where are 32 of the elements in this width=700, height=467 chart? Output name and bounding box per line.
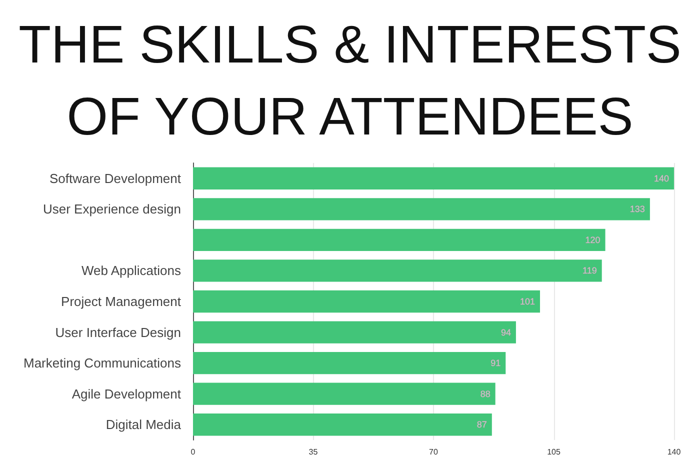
bar (193, 260, 602, 282)
data-label: 101 (520, 296, 536, 306)
data-label: 133 (630, 204, 645, 214)
x-tick-label: 35 (308, 448, 318, 456)
bar (193, 352, 506, 374)
bar (193, 321, 516, 344)
y-tick-label: User Interface Design (55, 324, 181, 340)
bar (193, 198, 650, 220)
data-label: 140 (654, 173, 669, 184)
y-tick-label: Project Management (61, 294, 182, 309)
data-label: 87 (476, 420, 487, 430)
data-label: 88 (480, 388, 490, 399)
chart-title: THE SKILLS & INTERESTS OF YOUR ATTENDEES (18, 16, 682, 146)
y-tick-label: User Experience design (42, 202, 181, 217)
x-tick-label: 140 (667, 448, 682, 456)
y-tick-label: Agile Development (72, 386, 182, 402)
data-label: 91 (490, 358, 501, 368)
x-tick-label: 0 (190, 448, 196, 456)
data-label: 120 (585, 234, 600, 245)
data-label: 94 (500, 327, 511, 338)
data-label: 119 (582, 266, 597, 276)
bar (193, 414, 492, 436)
x-tick-label: 70 (429, 448, 438, 456)
y-tick-label: Marketing Communications (23, 356, 182, 371)
y-tick-label: Software Development (49, 170, 182, 186)
bar (193, 290, 540, 313)
y-tick-label: Web Applications (82, 263, 182, 278)
x-tick-label: 105 (547, 448, 561, 456)
bar (193, 382, 496, 405)
bar (193, 228, 606, 252)
bar (193, 167, 674, 190)
y-tick-label: Digital Media (106, 417, 182, 432)
